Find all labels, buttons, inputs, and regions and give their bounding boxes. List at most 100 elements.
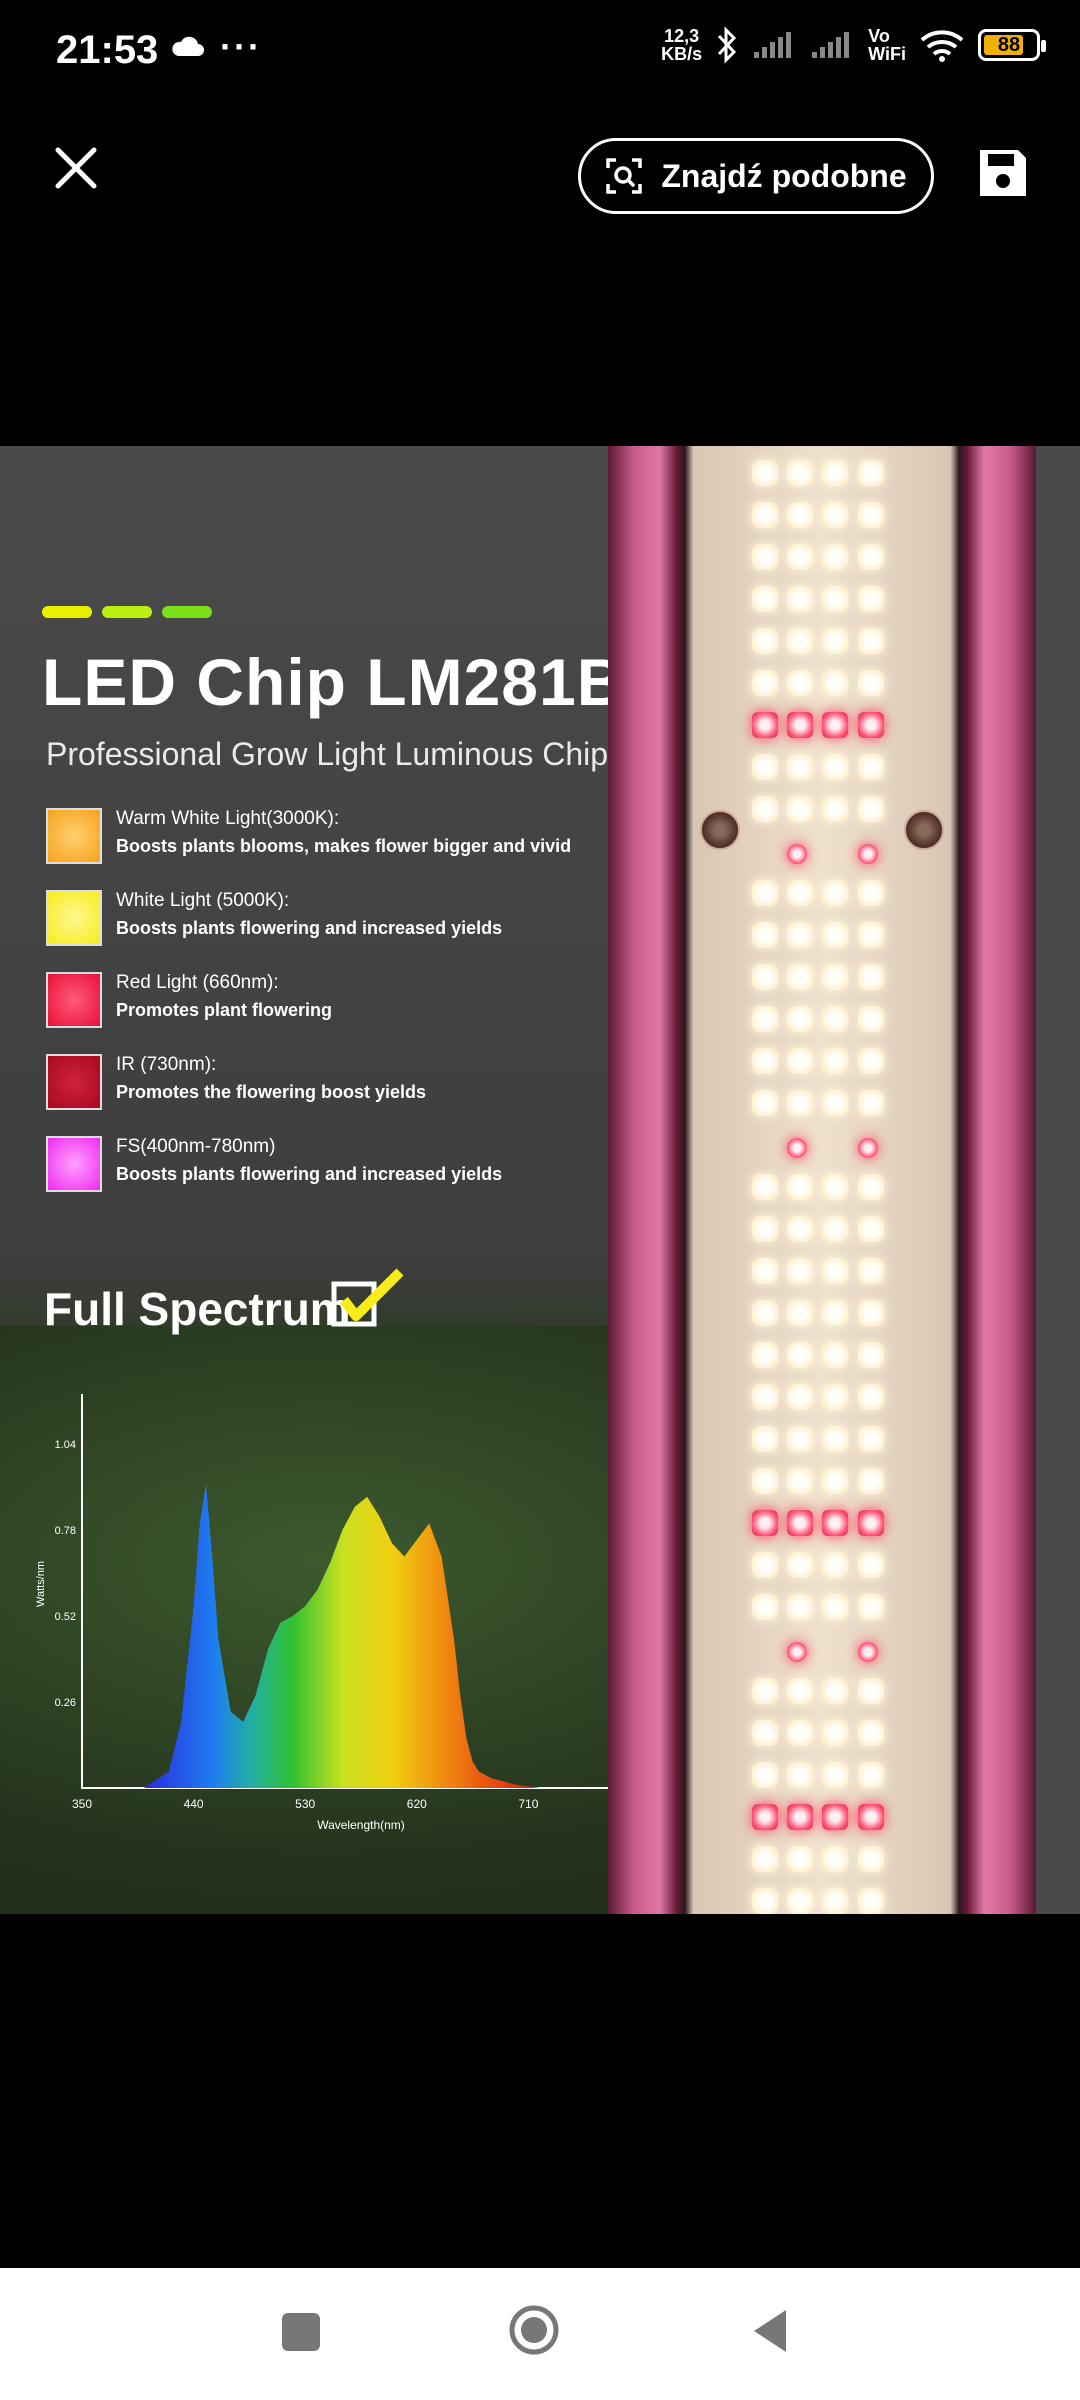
accent-bar — [42, 606, 92, 618]
white-led — [822, 1468, 848, 1494]
white-led — [787, 880, 813, 906]
image-edge — [1036, 446, 1080, 1914]
white-led — [858, 1594, 884, 1620]
red-led — [787, 1804, 813, 1830]
white-led — [787, 796, 813, 822]
legend-title: Red Light (660nm): — [116, 972, 279, 993]
white-led — [822, 1762, 848, 1788]
product-image[interactable]: LED Chip LM281B Professional Grow Light … — [0, 446, 1080, 1914]
white-led — [787, 1678, 813, 1704]
white-led — [822, 1720, 848, 1746]
legend-title: FS(400nm-780nm) — [116, 1136, 276, 1157]
white-led — [787, 628, 813, 654]
white-led — [787, 1342, 813, 1368]
white-led — [752, 1426, 778, 1452]
white-led — [752, 1552, 778, 1578]
recent-apps-button[interactable] — [282, 2313, 320, 2351]
accent-bars — [42, 606, 212, 618]
white-led — [822, 964, 848, 990]
white-led — [822, 1342, 848, 1368]
clock: 21:53 — [56, 28, 159, 72]
legend-desc: Boosts plants blooms, makes flower bigge… — [116, 836, 572, 856]
white-led — [822, 1174, 848, 1200]
x-axis-label: Wavelength(nm) — [317, 1818, 405, 1832]
white-led — [752, 964, 778, 990]
white-led — [752, 628, 778, 654]
network-speed-unit: KB/s — [661, 44, 703, 64]
x-tick-label: 710 — [518, 1797, 538, 1811]
full-spectrum-label: Full Spectrum — [44, 1283, 351, 1335]
white-led — [858, 1090, 884, 1116]
y-tick-label: 0.52 — [55, 1611, 76, 1623]
wifi-label: WiFi — [868, 44, 906, 64]
white-led — [752, 1090, 778, 1116]
home-button[interactable] — [508, 2304, 560, 2356]
white-led — [787, 1174, 813, 1200]
red-led — [752, 1510, 778, 1536]
red-led — [822, 1510, 848, 1536]
red-led — [752, 1804, 778, 1830]
white-led — [822, 1090, 848, 1116]
battery-fill — [984, 35, 1024, 55]
white-led — [822, 1048, 848, 1074]
image-subtitle: Professional Grow Light Luminous Chip — [46, 736, 609, 772]
accent-bar — [102, 606, 152, 618]
white-led — [822, 1384, 848, 1410]
white-led — [787, 1216, 813, 1242]
white-led — [822, 670, 848, 696]
red-led — [858, 1138, 878, 1158]
back-button[interactable] — [750, 2308, 790, 2354]
x-tick-label: 440 — [184, 1797, 204, 1811]
red-led — [858, 1510, 884, 1536]
save-icon[interactable] — [976, 146, 1030, 200]
white-led — [787, 670, 813, 696]
legend-swatch — [46, 808, 102, 864]
white-led — [752, 1174, 778, 1200]
legend-title: Warm White Light(3000K): — [116, 808, 340, 829]
find-similar-button[interactable]: Znajdź podobne — [578, 138, 934, 214]
screw — [700, 810, 740, 850]
white-led — [787, 1552, 813, 1578]
white-led — [858, 922, 884, 948]
white-led — [858, 628, 884, 654]
red-led — [858, 844, 878, 864]
white-led — [822, 1846, 848, 1872]
white-led — [858, 544, 884, 570]
white-led — [858, 1846, 884, 1872]
screw — [904, 810, 944, 850]
legend-desc: Promotes the flowering boost yields — [116, 1082, 427, 1102]
white-led — [822, 502, 848, 528]
white-led — [858, 1678, 884, 1704]
white-led — [858, 1720, 884, 1746]
white-led — [822, 1552, 848, 1578]
y-axis-label: Watts/nm — [35, 1561, 47, 1607]
white-led — [822, 1258, 848, 1284]
red-led — [787, 1138, 807, 1158]
white-led — [787, 544, 813, 570]
white-led — [858, 754, 884, 780]
bluetooth-icon — [718, 26, 737, 64]
white-led — [858, 1216, 884, 1242]
white-led — [787, 1720, 813, 1746]
legend-swatch — [46, 1136, 102, 1192]
legend-desc: Boosts plants flowering and increased yi… — [116, 1164, 503, 1184]
white-led — [822, 460, 848, 486]
white-led — [752, 670, 778, 696]
legend-swatch — [46, 972, 102, 1028]
legend-item: Red Light (660nm): Promotes plant flower… — [46, 972, 571, 1054]
legend-desc: Promotes plant flowering — [116, 1000, 333, 1020]
white-led — [752, 502, 778, 528]
white-led — [752, 1594, 778, 1620]
white-led — [787, 502, 813, 528]
white-led — [822, 628, 848, 654]
white-led — [858, 796, 884, 822]
white-led — [752, 1216, 778, 1242]
close-icon[interactable] — [48, 140, 104, 196]
white-led — [822, 1888, 848, 1914]
white-led — [787, 460, 813, 486]
white-led — [858, 964, 884, 990]
red-led — [822, 1804, 848, 1830]
white-led — [787, 1888, 813, 1914]
red-led — [787, 712, 813, 738]
signal-icon — [812, 32, 850, 58]
